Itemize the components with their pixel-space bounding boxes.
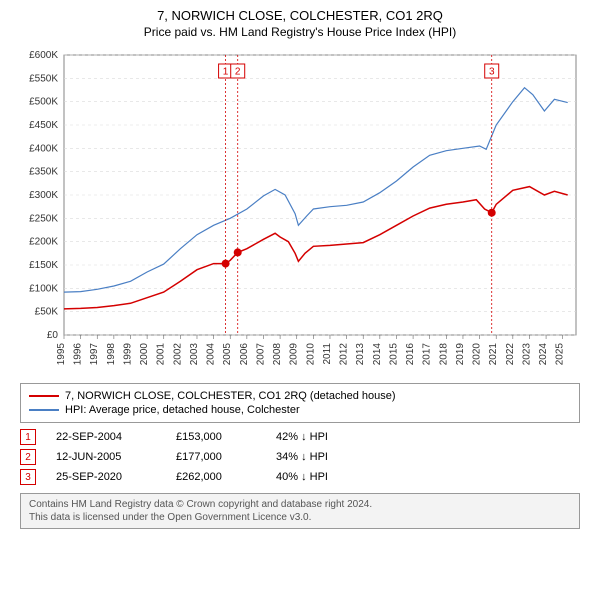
x-tick-label: 2005 [222, 343, 233, 366]
x-tick-label: 2016 [405, 343, 416, 366]
sale-row-badge: 1 [20, 429, 36, 445]
legend-swatch [29, 395, 59, 397]
y-tick-label: £50K [35, 307, 59, 318]
sale-point-3 [488, 209, 496, 217]
sale-badge-label-3: 3 [489, 67, 495, 78]
title-block: 7, NORWICH CLOSE, COLCHESTER, CO1 2RQ Pr… [8, 8, 592, 39]
chart-subtitle: Price paid vs. HM Land Registry's House … [8, 25, 592, 39]
x-tick-label: 2014 [372, 343, 383, 366]
x-tick-label: 2015 [388, 343, 399, 366]
y-tick-label: £0 [47, 330, 59, 341]
y-tick-label: £100K [29, 283, 58, 294]
x-tick-label: 2003 [189, 343, 200, 366]
sale-hpi-delta: 34% ↓ HPI [276, 451, 366, 463]
x-tick-label: 2011 [322, 343, 333, 365]
sales-table: 1 22-SEP-2004 £153,000 42% ↓ HPI 2 12-JUN-200… [20, 429, 580, 485]
x-tick-label: 1999 [122, 343, 133, 366]
chart-area: £0 £50K £100K £150K £200K £250K £300K £350K £400… [8, 45, 592, 375]
x-tick-label: 2012 [339, 343, 350, 366]
chart-title: 7, NORWICH CLOSE, COLCHESTER, CO1 2RQ [8, 8, 592, 23]
sale-row-badge: 3 [20, 469, 36, 485]
y-tick-label: £200K [29, 237, 58, 248]
y-tick-label: £500K [29, 97, 58, 108]
sale-row: 3 25-SEP-2020 £262,000 40% ↓ HPI [20, 469, 580, 485]
sale-row: 1 22-SEP-2004 £153,000 42% ↓ HPI [20, 429, 580, 445]
x-tick-label: 2006 [239, 343, 250, 366]
sale-row: 2 12-JUN-2005 £177,000 34% ↓ HPI [20, 449, 580, 465]
sale-price: £177,000 [176, 451, 256, 463]
x-tick-label: 2002 [172, 343, 183, 366]
y-tick-label: £400K [29, 143, 58, 154]
sale-hpi-delta: 40% ↓ HPI [276, 471, 366, 483]
x-tick-label: 2020 [472, 343, 483, 366]
footer-line-2: This data is licensed under the Open Gov… [29, 511, 571, 524]
y-tick-label: £300K [29, 190, 58, 201]
sale-point-2 [234, 248, 242, 256]
sale-badge-label-1: 1 [223, 67, 229, 78]
footer-line-1: Contains HM Land Registry data © Crown c… [29, 498, 571, 511]
y-tick-label: £250K [29, 213, 58, 224]
x-tick-label: 2013 [355, 343, 366, 366]
x-tick-label: 2000 [139, 343, 150, 366]
x-tick-label: 2001 [156, 343, 167, 366]
x-tick-label: 2008 [272, 343, 283, 366]
x-tick-label: 1995 [56, 343, 67, 366]
x-tick-label: 2017 [422, 343, 433, 366]
sale-date: 25-SEP-2020 [56, 471, 156, 483]
x-tick-label: 2021 [488, 343, 499, 366]
sale-hpi-delta: 42% ↓ HPI [276, 431, 366, 443]
sale-price: £262,000 [176, 471, 256, 483]
y-tick-label: £350K [29, 167, 58, 178]
x-tick-label: 2023 [521, 343, 532, 366]
x-tick-label: 2024 [538, 343, 549, 366]
sale-date: 12-JUN-2005 [56, 451, 156, 463]
x-tick-label: 1997 [89, 343, 100, 366]
y-tick-label: £450K [29, 120, 58, 131]
legend-row: HPI: Average price, detached house, Colc… [29, 404, 571, 416]
y-tick-label: £600K [29, 50, 58, 61]
line-chart-svg: £0 £50K £100K £150K £200K £250K £300K £350K £400… [8, 45, 592, 375]
legend-label: 7, NORWICH CLOSE, COLCHESTER, CO1 2RQ (d… [65, 390, 396, 402]
legend-row: 7, NORWICH CLOSE, COLCHESTER, CO1 2RQ (d… [29, 390, 571, 402]
sale-date: 22-SEP-2004 [56, 431, 156, 443]
x-tick-label: 2007 [255, 343, 266, 366]
x-tick-label: 2022 [505, 343, 516, 366]
x-tick-label: 2009 [289, 343, 300, 366]
sale-badge-label-2: 2 [235, 67, 241, 78]
x-tick-label: 1996 [73, 343, 84, 366]
legend-swatch [29, 409, 59, 411]
sale-point-1 [222, 260, 230, 268]
x-tick-label: 2025 [555, 343, 566, 366]
sale-row-badge: 2 [20, 449, 36, 465]
sale-price: £153,000 [176, 431, 256, 443]
legend-label: HPI: Average price, detached house, Colc… [65, 404, 300, 416]
x-tick-label: 2018 [438, 343, 449, 366]
x-tick-label: 2019 [455, 343, 466, 366]
footer-attribution: Contains HM Land Registry data © Crown c… [20, 493, 580, 529]
x-tick-label: 1998 [106, 343, 117, 366]
x-tick-label: 2010 [305, 343, 316, 366]
x-tick-label: 2004 [206, 343, 217, 366]
y-tick-label: £550K [29, 73, 58, 84]
legend: 7, NORWICH CLOSE, COLCHESTER, CO1 2RQ (d… [20, 383, 580, 423]
y-tick-label: £150K [29, 260, 58, 271]
